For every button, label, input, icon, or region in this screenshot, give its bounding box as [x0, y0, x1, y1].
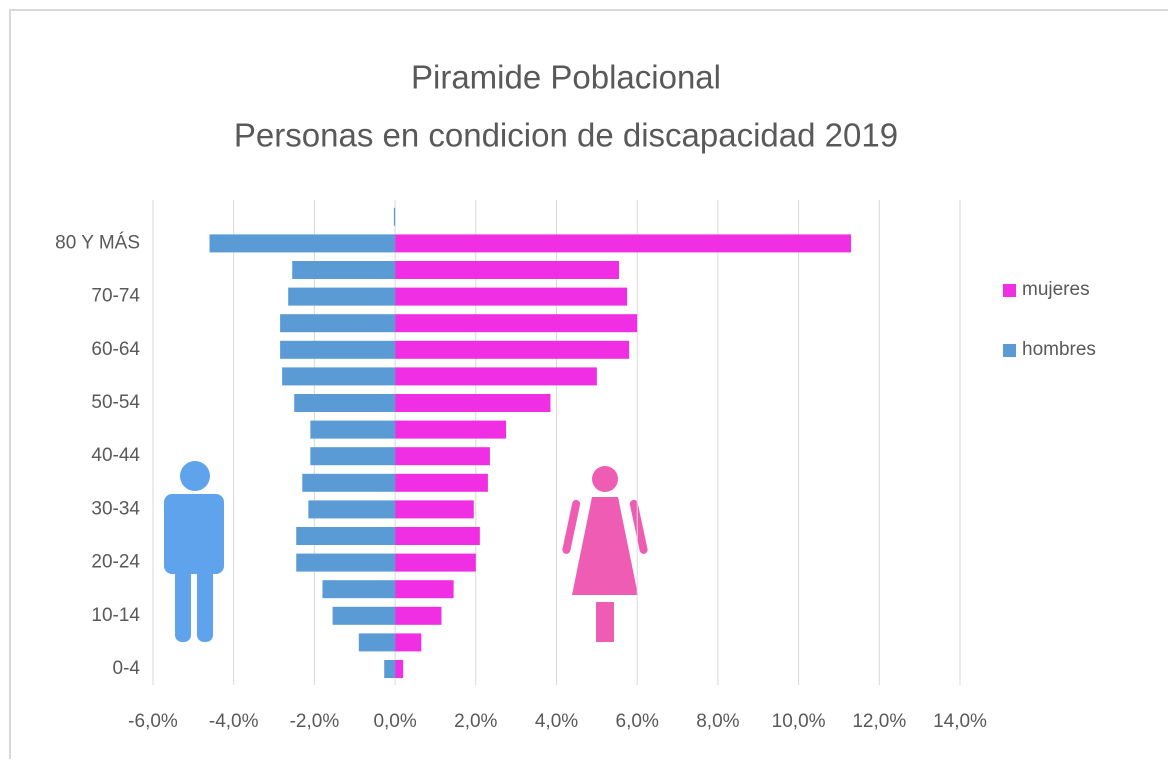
bar	[395, 234, 852, 253]
y-tick-label: 60-64	[91, 339, 140, 360]
bar	[395, 473, 488, 492]
legend-label: mujeres	[1022, 279, 1090, 300]
bar	[395, 420, 507, 439]
bar	[280, 340, 396, 359]
bar	[395, 660, 404, 678]
bar	[395, 553, 476, 572]
bar	[358, 633, 396, 652]
woman-icon	[562, 466, 648, 642]
x-tick-label: 10,0%	[772, 711, 826, 732]
y-tick-label: 50-54	[91, 392, 140, 413]
bar	[395, 261, 620, 279]
bar	[395, 314, 638, 333]
bar	[393, 207, 396, 226]
y-tick-label: 30-34	[91, 498, 140, 519]
x-tick-label: 12,0%	[852, 711, 906, 732]
bar	[395, 447, 490, 466]
chart-title: Piramide Poblacional	[411, 59, 721, 96]
bar	[310, 447, 396, 466]
bar	[292, 261, 396, 279]
x-tick-label: 14,0%	[933, 711, 987, 732]
bar	[395, 367, 597, 386]
y-tick-label: 20-24	[91, 552, 140, 573]
bar	[282, 367, 396, 386]
bar	[296, 553, 396, 572]
man-icon	[164, 461, 224, 642]
legend-swatch	[1003, 344, 1016, 357]
bar	[395, 633, 422, 652]
bar	[308, 500, 396, 519]
y-tick-label: 10-14	[91, 605, 140, 626]
bar	[395, 500, 474, 519]
bar	[395, 580, 454, 599]
y-tick-label: 80 Y MÁS	[55, 232, 140, 253]
chart-subtitle: Personas en condicion de discapacidad 20…	[234, 117, 898, 154]
bar	[280, 314, 396, 333]
bar	[322, 580, 396, 599]
legend-label: hombres	[1022, 339, 1096, 360]
bar	[302, 473, 396, 492]
x-tick-label: 2,0%	[454, 711, 497, 732]
bar	[395, 394, 551, 412]
bar	[288, 287, 396, 306]
bar	[395, 287, 628, 306]
bar	[332, 606, 396, 625]
legend-swatch	[1003, 284, 1016, 297]
x-tick-label: -4,0%	[209, 711, 259, 732]
x-tick-label: 4,0%	[535, 711, 578, 732]
x-tick-label: -2,0%	[290, 711, 340, 732]
bar	[294, 394, 396, 412]
y-tick-label: 40-44	[91, 445, 140, 466]
bar	[395, 340, 630, 359]
bar	[384, 660, 396, 678]
y-tick-label: 70-74	[91, 286, 140, 307]
y-tick-label: 0-4	[113, 658, 141, 679]
bar	[296, 527, 396, 545]
x-tick-label: 8,0%	[696, 711, 739, 732]
bar	[395, 606, 442, 625]
x-tick-label: -6,0%	[128, 711, 178, 732]
bar	[209, 234, 396, 253]
bar	[310, 420, 396, 439]
x-tick-label: 6,0%	[616, 711, 659, 732]
bar	[395, 527, 480, 545]
x-tick-label: 0,0%	[373, 711, 416, 732]
